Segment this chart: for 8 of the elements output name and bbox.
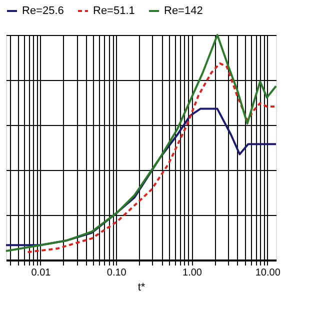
legend-label: Re=25.6	[22, 5, 64, 17]
x-tick-label: 1.00	[182, 268, 202, 278]
x-tick-label: 0.01	[31, 268, 52, 278]
legend-label: Re=51.1	[93, 5, 135, 17]
x-tick-label: 10.00	[255, 268, 281, 278]
x-axis-title: t*	[138, 282, 146, 294]
legend-label: Re=142	[164, 5, 203, 17]
x-tick-label: 0.10	[106, 268, 127, 278]
